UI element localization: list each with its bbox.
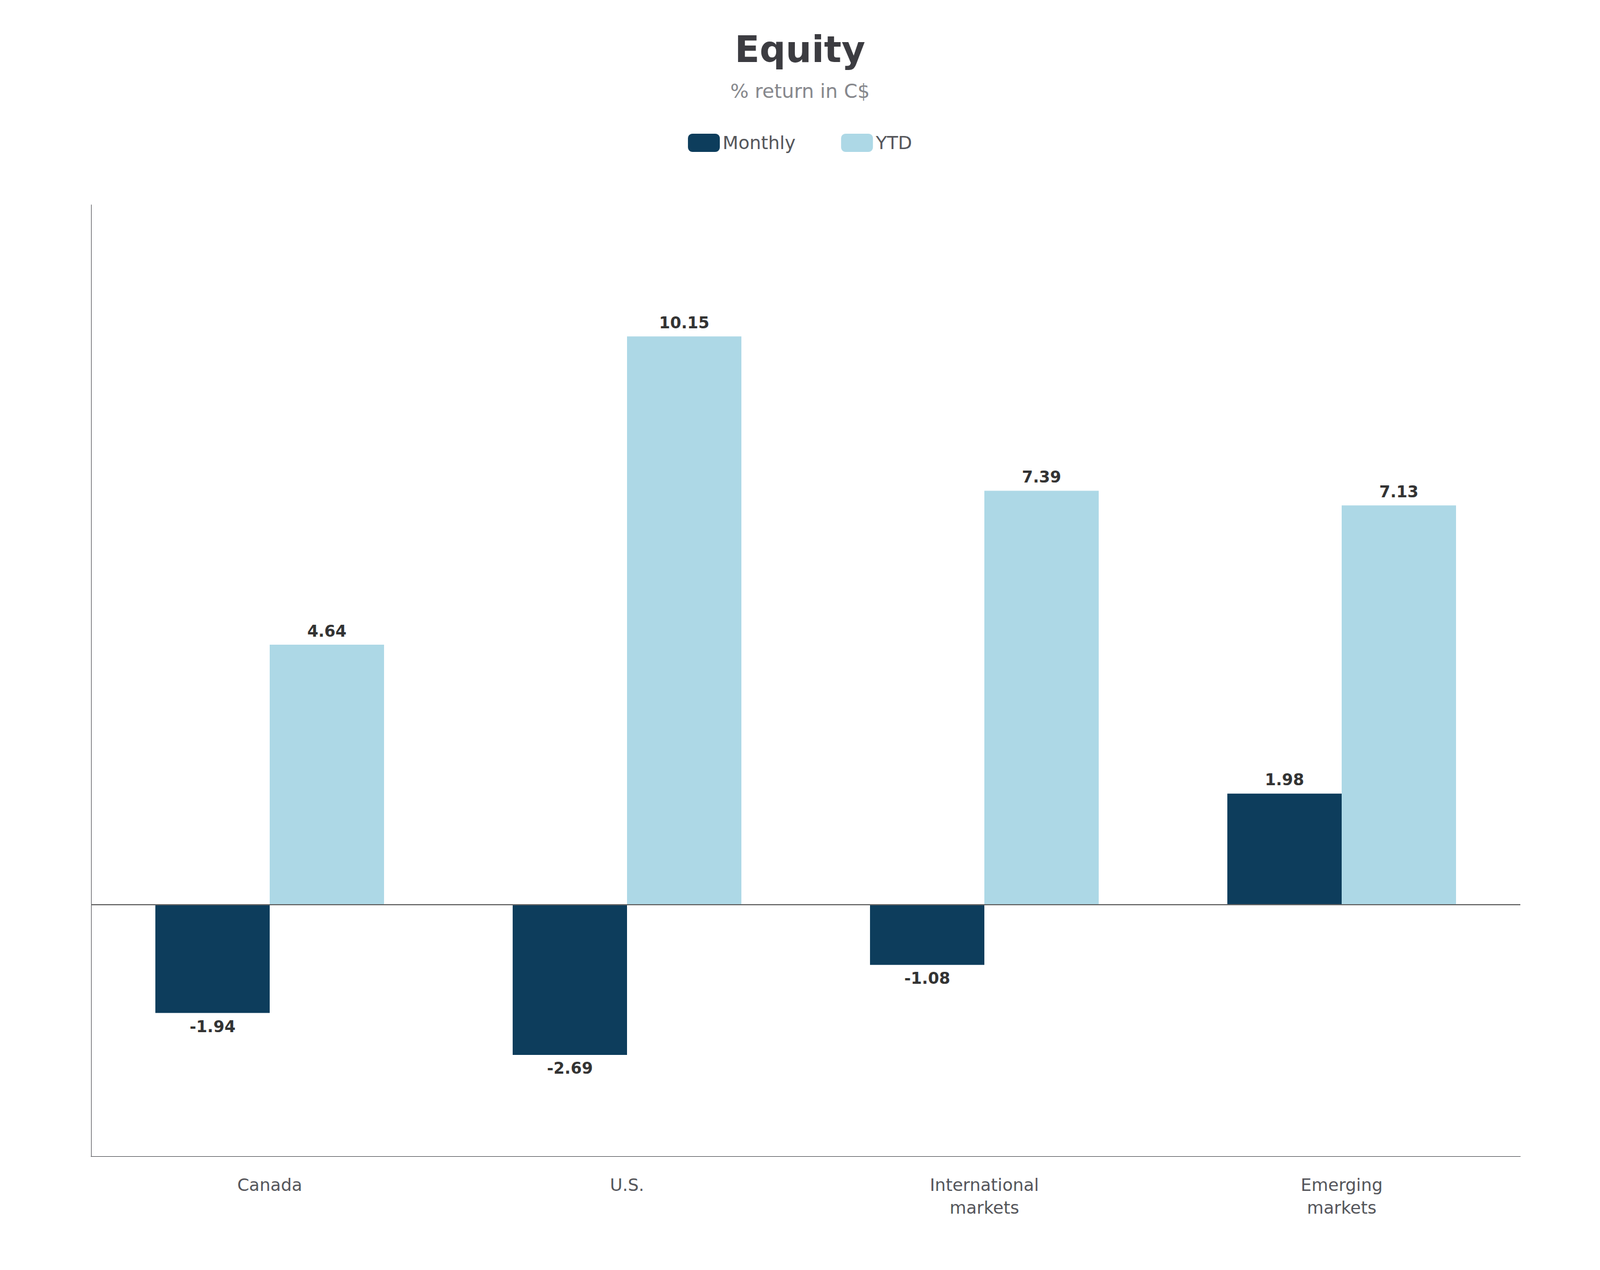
svg-text:markets: markets [1306,1197,1377,1218]
svg-text:Canada: Canada [237,1174,303,1195]
svg-text:Emerging: Emerging [1300,1174,1383,1195]
svg-text:-1.08: -1.08 [904,968,951,988]
svg-text:YTD: YTD [875,132,913,154]
svg-text:Equity: Equity [734,28,865,71]
svg-text:-2.69: -2.69 [546,1058,593,1078]
svg-text:10.15: 10.15 [658,313,710,333]
svg-text:4.64: 4.64 [307,621,347,641]
svg-text:% return in C$: % return in C$ [730,79,870,103]
svg-text:7.39: 7.39 [1021,467,1062,487]
svg-text:U.S.: U.S. [609,1174,645,1195]
svg-text:Monthly: Monthly [722,132,796,154]
svg-text:markets: markets [949,1197,1020,1218]
svg-text:-1.94: -1.94 [189,1017,236,1037]
svg-text:International: International [929,1174,1039,1195]
svg-text:7.13: 7.13 [1379,482,1419,502]
svg-text:1.98: 1.98 [1264,770,1305,790]
